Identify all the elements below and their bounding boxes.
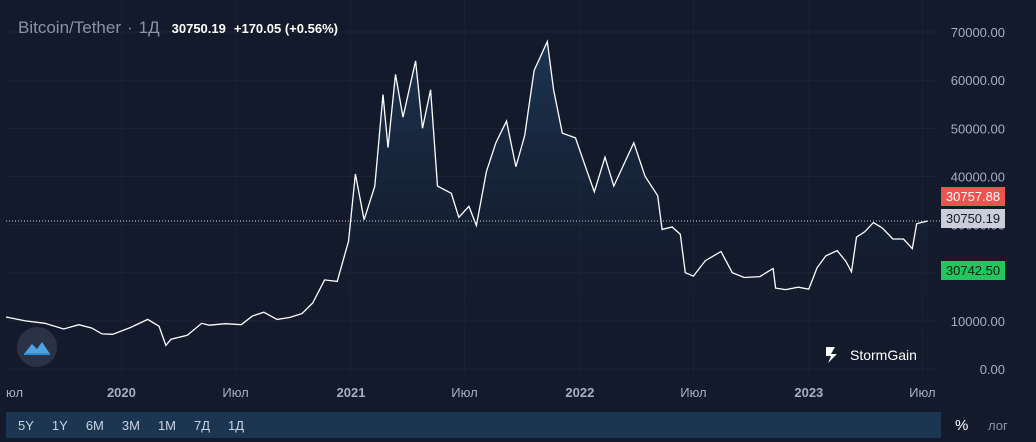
y-tick-label: 40000.00 <box>951 169 1005 184</box>
symbol-name: Bitcoin/Tether <box>18 18 121 37</box>
x-tick-label: Июл <box>451 385 477 400</box>
range-button[interactable]: 5Y <box>18 418 34 433</box>
price-change-value: +170.05 (+0.56%) <box>233 21 338 36</box>
x-tick-label: Июл <box>909 385 935 400</box>
legend-separator: · <box>127 18 133 37</box>
bottom-toolbar: 5Y 1Y 6M 3M 1M 7Д 1Д % лог <box>0 410 1036 442</box>
range-button[interactable]: 1M <box>157 418 176 433</box>
log-scale-toggle[interactable]: лог <box>988 418 1008 433</box>
price-line <box>5 39 929 347</box>
resolution-label: 1Д <box>138 18 160 37</box>
y-tick-label: 50000.00 <box>951 121 1005 136</box>
y-tick-label: 0.00 <box>980 362 1005 377</box>
x-tick-label: 2021 <box>337 385 366 400</box>
y-tick-label: 10000.00 <box>951 314 1005 329</box>
y-tick-label: 70000.00 <box>951 25 1005 40</box>
x-tick-label: 2020 <box>107 385 136 400</box>
range-buttons: 5Y 1Y 6M 3M 1M 7Д 1Д <box>18 418 262 433</box>
percent-scale-toggle[interactable]: % <box>955 417 969 434</box>
mountain-logo-icon <box>24 342 50 355</box>
x-tick-label: 2023 <box>794 385 823 400</box>
bid-price-tag: 30742.50 <box>941 261 1005 280</box>
x-tick-label: юл <box>6 385 23 400</box>
brand-logo: StormGain <box>822 345 917 365</box>
price-area <box>6 41 928 369</box>
range-button[interactable]: 3M <box>121 418 140 433</box>
x-tick-label: Июл <box>222 385 248 400</box>
symbol-legend: Bitcoin/Tether · 1Д 30750.19 +170.05 (+0… <box>18 18 338 38</box>
range-button[interactable]: 6M <box>85 418 104 433</box>
x-tick-label: 2022 <box>565 385 594 400</box>
range-button[interactable]: 1Д <box>228 418 245 433</box>
last-price-value: 30750.19 <box>171 21 226 36</box>
x-axis: юл 2020 Июл 2021 Июл 2022 Июл 2023 Июл <box>6 385 936 400</box>
x-tick-label: Июл <box>680 385 706 400</box>
range-bar <box>6 412 941 438</box>
chart-logo-button[interactable] <box>17 327 57 367</box>
range-button[interactable]: 7Д <box>194 418 211 433</box>
y-tick-label: 60000.00 <box>951 73 1005 88</box>
lightning-icon <box>826 347 837 363</box>
range-button[interactable]: 1Y <box>51 418 68 433</box>
brand-name: StormGain <box>850 347 917 363</box>
last-price-tag: 30750.19 <box>941 209 1005 228</box>
ask-price-tag: 30757.88 <box>941 187 1005 206</box>
